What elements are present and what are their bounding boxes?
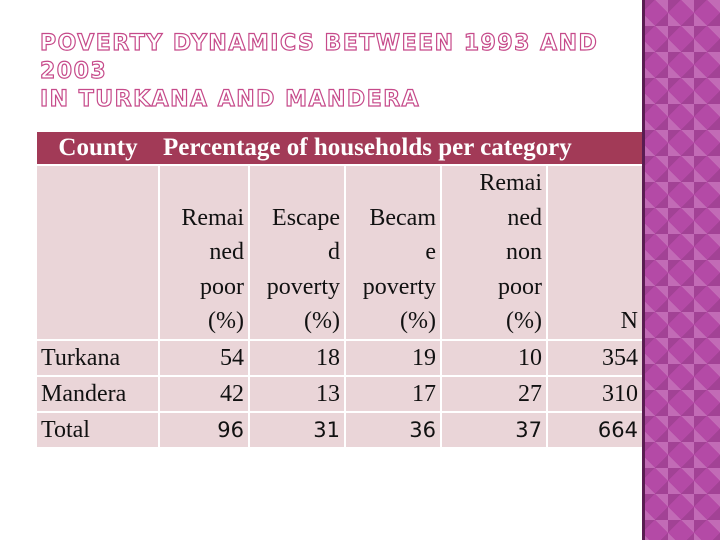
col-became-poverty-header: Becam e poverty (%) xyxy=(344,164,441,340)
cell: 36 xyxy=(344,410,441,447)
decorative-side-strip xyxy=(642,0,720,540)
cell: 310 xyxy=(546,374,642,412)
row-label-turkana: Turkana xyxy=(37,338,159,376)
empty-subheader-cell xyxy=(37,164,159,340)
cell: 13 xyxy=(248,374,345,412)
col-escaped-poverty-header: Escape d poverty (%) xyxy=(248,164,345,340)
cell: 19 xyxy=(344,338,441,376)
col-remained-poor-header: Remai ned poor (%) xyxy=(158,164,249,340)
cell: 17 xyxy=(344,374,441,412)
cell: 54 xyxy=(158,338,249,376)
table-row: Total 96 31 36 37 664 xyxy=(37,410,642,447)
row-label-mandera: Mandera xyxy=(37,374,159,412)
cell: 10 xyxy=(440,338,547,376)
cell: 18 xyxy=(248,338,345,376)
county-header: County xyxy=(58,134,138,161)
table-row: Mandera 42 13 17 27 310 xyxy=(37,374,642,412)
table-header-row: County Percentage of households per cate… xyxy=(37,132,642,165)
col-n-header: N xyxy=(546,164,642,340)
cell: 664 xyxy=(546,410,642,447)
cell: 42 xyxy=(158,374,249,412)
cell: 354 xyxy=(546,338,642,376)
category-header: Percentage of households per category xyxy=(163,134,572,161)
row-label-total: Total xyxy=(37,410,159,447)
table-row: Turkana 54 18 19 10 354 xyxy=(37,338,642,376)
slide-title-line1: POVERTY DYNAMICS BETWEEN 1993 AND 2003 xyxy=(39,30,599,84)
column-subheader-row: Remai ned poor (%) Escape d poverty (%) … xyxy=(37,164,642,340)
poverty-table: County Percentage of households per cate… xyxy=(37,132,642,447)
cell: 96 xyxy=(158,410,249,447)
cell: 31 xyxy=(248,410,345,447)
col-remained-nonpoor-header: Remai ned non poor (%) xyxy=(440,164,547,340)
cell: 27 xyxy=(440,374,547,412)
slide-title: POVERTY DYNAMICS BETWEEN 1993 AND 2003 I… xyxy=(39,30,600,114)
slide-title-line2: IN TURKANA AND MANDERA xyxy=(39,86,421,112)
cell: 37 xyxy=(440,410,547,447)
